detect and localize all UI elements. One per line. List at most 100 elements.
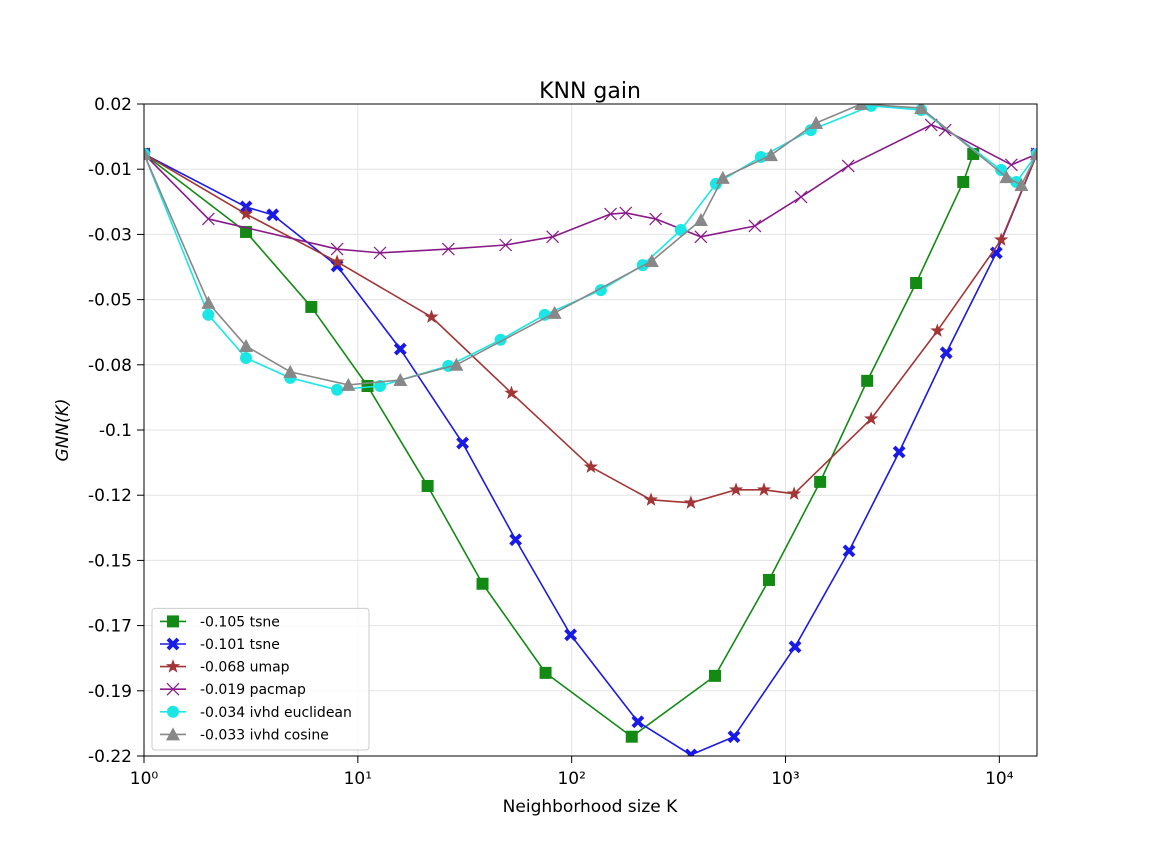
y-tick-label: -0.17: [88, 617, 132, 637]
marker: [165, 659, 181, 673]
marker: [238, 206, 254, 221]
marker: [995, 164, 1008, 177]
y-axis-label: GNN(K): [53, 398, 73, 461]
y-tick-label: -0.05: [88, 291, 132, 311]
y-tick-label: -0.15: [88, 551, 132, 571]
y-tick-label: 0.02: [94, 95, 132, 115]
marker: [809, 116, 824, 130]
marker: [854, 104, 869, 110]
marker: [727, 730, 741, 744]
x-axis-label: Neighborhood size K: [503, 797, 678, 817]
marker: [604, 207, 617, 221]
y-tick-label: -0.19: [88, 682, 132, 702]
marker: [240, 352, 253, 365]
marker: [305, 300, 318, 313]
marker: [201, 212, 215, 226]
marker: [331, 383, 344, 396]
marker: [476, 577, 489, 590]
marker: [708, 669, 721, 682]
grid: [143, 103, 1037, 757]
marker: [938, 123, 952, 137]
marker: [762, 573, 775, 586]
marker: [957, 175, 970, 188]
marker: [393, 373, 408, 387]
marker: [167, 615, 179, 628]
marker: [373, 246, 387, 260]
marker: [456, 436, 470, 450]
y-tick-label: -0.08: [88, 356, 132, 376]
marker: [144, 146, 151, 160]
marker: [999, 170, 1014, 184]
x-tick-label: 10²: [557, 769, 585, 789]
x-tick-label: 10⁴: [985, 769, 1014, 789]
marker: [239, 339, 254, 353]
marker: [441, 242, 455, 256]
legend-label: -0.033 ivhd cosine: [200, 727, 329, 743]
marker: [694, 230, 708, 244]
marker: [539, 666, 552, 679]
marker: [861, 374, 874, 387]
legend-box: [151, 607, 370, 751]
marker: [499, 238, 513, 252]
marker: [166, 637, 180, 651]
marker: [684, 748, 698, 756]
series: [144, 146, 1037, 509]
legend-label: -0.068 umap: [200, 660, 290, 676]
marker: [393, 342, 407, 356]
marker: [643, 492, 659, 506]
marker: [910, 277, 923, 290]
x-tick-label: 10¹: [344, 769, 372, 789]
legend-label: -0.105 tsne: [200, 614, 280, 630]
marker: [728, 482, 744, 496]
marker: [283, 364, 298, 378]
marker: [794, 190, 808, 204]
marker: [330, 259, 344, 273]
marker: [564, 628, 578, 642]
marker: [538, 308, 551, 321]
y-tick-label: -0.22: [88, 747, 132, 767]
y-tick-label: -0.01: [88, 160, 132, 180]
marker: [504, 385, 519, 400]
marker: [989, 246, 1003, 260]
marker: [547, 305, 562, 319]
marker: [892, 445, 906, 459]
marker: [424, 309, 439, 324]
y-tick-label: -0.12: [88, 486, 132, 506]
marker: [644, 254, 659, 268]
marker: [329, 254, 345, 268]
marker: [166, 727, 180, 741]
marker: [421, 479, 434, 492]
marker: [1014, 177, 1029, 191]
marker: [631, 715, 645, 729]
marker: [841, 159, 855, 173]
marker: [330, 242, 344, 256]
marker: [842, 544, 856, 558]
legend-label: -0.101 tsne: [200, 637, 280, 653]
marker: [167, 705, 179, 718]
marker: [583, 459, 599, 474]
y-tick-label: -0.1: [99, 421, 132, 441]
x-tick-label: 10⁰: [130, 769, 159, 789]
marker: [201, 295, 216, 309]
chart-title: KNN gain: [539, 79, 641, 104]
marker: [715, 170, 730, 184]
series-line: [144, 124, 1037, 254]
marker: [674, 224, 687, 237]
marker: [914, 104, 929, 115]
legend: -0.105 tsne -0.101 tsne -0.068 umap -0.019 …: [151, 607, 370, 751]
marker: [649, 212, 663, 226]
marker: [266, 208, 280, 222]
marker: [693, 213, 708, 227]
marker: [994, 232, 1009, 246]
x-tick-label: 10³: [771, 769, 799, 789]
marker: [341, 377, 356, 391]
marker: [449, 357, 464, 371]
y-tick-label: -0.03: [88, 225, 132, 245]
marker: [546, 230, 560, 244]
plot-frame: [143, 103, 1038, 757]
marker: [763, 148, 778, 162]
marker: [509, 533, 523, 547]
marker: [683, 495, 699, 509]
legend-label: -0.019 pacmap: [200, 682, 306, 698]
